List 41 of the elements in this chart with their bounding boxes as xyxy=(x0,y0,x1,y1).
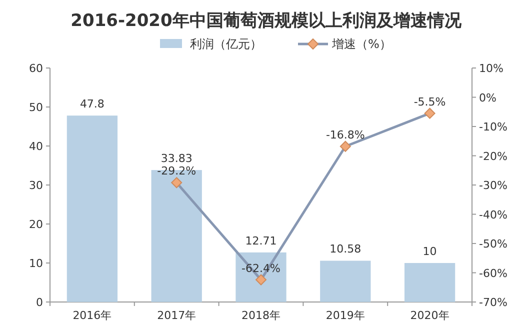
data-label: 12.71 xyxy=(245,234,277,248)
data-label: -62.4% xyxy=(242,262,280,275)
bar xyxy=(320,260,371,302)
y-tick-label: 50 xyxy=(29,101,43,114)
data-label: 33.83 xyxy=(160,152,192,166)
y2-tick-label: -50% xyxy=(479,238,508,250)
y2-tick-label: -70% xyxy=(479,296,508,309)
bar xyxy=(66,116,118,302)
y-tick-label: 40 xyxy=(29,140,43,153)
point xyxy=(340,140,351,152)
data-label: -29.2% xyxy=(157,164,196,178)
legend-label: 利润（亿元） xyxy=(190,37,262,51)
y-tick-label: 20 xyxy=(29,218,43,231)
point xyxy=(424,108,436,119)
x-tick-label: 2018年 xyxy=(242,309,280,322)
y2-tick-label: -30% xyxy=(479,179,508,192)
x-tick-label: 2020年 xyxy=(410,309,450,322)
data-label: -16.8% xyxy=(326,128,365,142)
legend-label: 增速（%） xyxy=(331,37,392,51)
y-tick-label: 0 xyxy=(36,296,43,309)
y2-tick-label: -10% xyxy=(479,120,508,134)
data-label: 47.8 xyxy=(80,98,104,111)
y-tick-label: 10 xyxy=(29,257,43,270)
y2-tick-label: 10% xyxy=(479,62,504,75)
point xyxy=(256,274,266,286)
bar xyxy=(236,252,286,302)
data-label: 10 xyxy=(422,245,437,258)
y-tick-label: 30 xyxy=(29,179,43,192)
y2-tick-label: -60% xyxy=(479,266,508,280)
data-label: -5.5% xyxy=(414,95,446,108)
chart-title: 2016-2020年中国葡萄酒规模以上利润及增速情况 xyxy=(70,11,462,31)
x-tick-label: 2019年 xyxy=(326,309,365,322)
y2-tick-label: 0% xyxy=(479,91,496,104)
x-tick-label: 2017年 xyxy=(157,309,196,322)
x-tick-label: 2016年 xyxy=(72,309,112,322)
y2-tick-label: -20% xyxy=(479,150,508,163)
data-label: 10.58 xyxy=(330,242,362,256)
bar xyxy=(404,263,456,302)
y2-tick-label: -40% xyxy=(479,208,508,222)
y-tick-label: 60 xyxy=(29,62,43,75)
point xyxy=(171,177,182,188)
